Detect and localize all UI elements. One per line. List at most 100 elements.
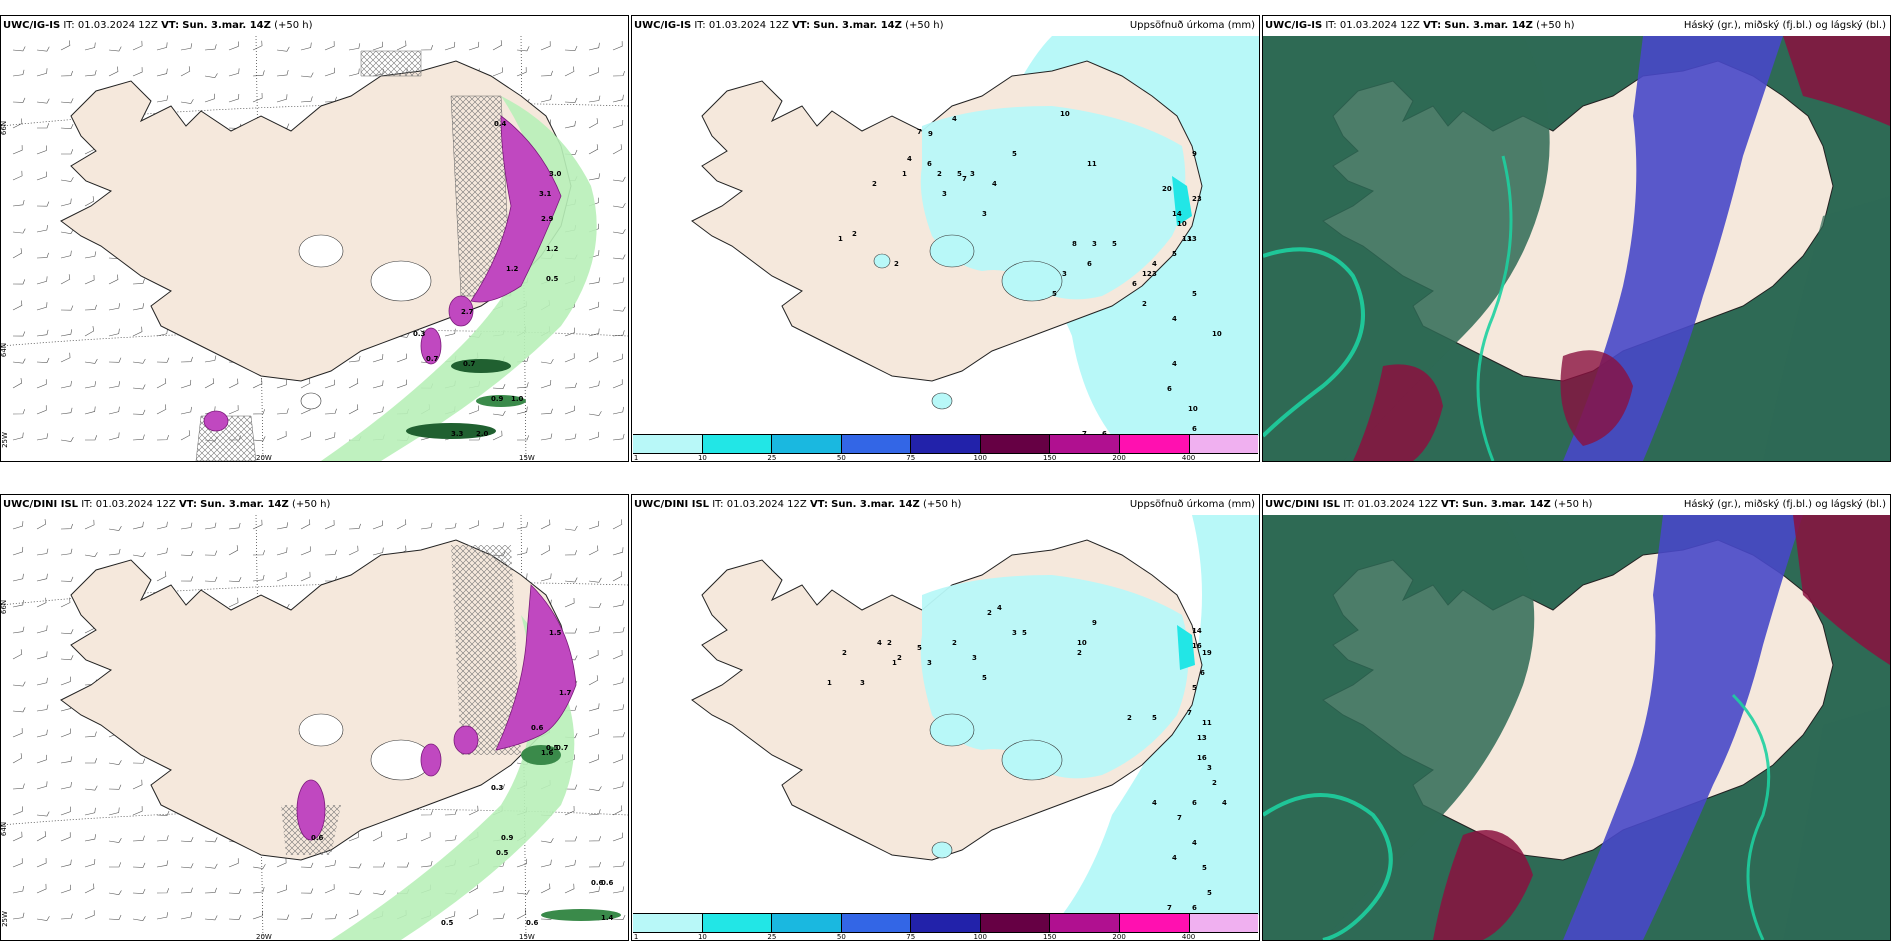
wind-barb xyxy=(540,41,551,51)
land-precip-area xyxy=(920,575,1189,779)
wind-barb xyxy=(204,378,215,389)
wind-barb xyxy=(612,519,623,530)
wind-barb xyxy=(12,409,26,415)
lat-label: 25W xyxy=(0,911,9,927)
teal-cloud-edge-2 xyxy=(1731,693,1771,940)
wind-barb xyxy=(588,861,601,868)
wind-barb xyxy=(564,883,575,894)
wind-barb xyxy=(372,406,384,415)
value-label: 4 xyxy=(1192,839,1197,847)
colorbar-swatches xyxy=(633,434,1259,454)
wind-barb xyxy=(588,411,602,416)
right-side-cloud xyxy=(1763,196,1890,461)
value-label: 23 xyxy=(1192,195,1202,203)
colorbar-labels: 1 10 25 50 75 100 150 200 400 xyxy=(633,454,1258,462)
wind-barb xyxy=(468,909,479,920)
snow-patches xyxy=(929,713,1063,859)
wind-barb xyxy=(300,42,312,51)
wind-barb xyxy=(612,94,624,103)
wind-barb xyxy=(300,96,313,103)
wind-barb xyxy=(252,864,266,869)
wind-barb xyxy=(612,203,626,208)
it-label: IT: xyxy=(712,499,724,510)
wind-barb xyxy=(36,625,48,634)
wind-barb xyxy=(12,145,23,155)
wind-barb xyxy=(204,863,218,869)
value-label: 5 xyxy=(1152,714,1157,722)
colorbar-swatch xyxy=(1189,435,1259,453)
wind-barb xyxy=(564,120,576,129)
wind-barb xyxy=(12,649,23,660)
value-label: 0.9 xyxy=(491,395,504,403)
wind-barb xyxy=(612,433,625,441)
lon-label: 15W xyxy=(519,933,535,941)
wind-barb xyxy=(132,888,146,894)
value-label: 1.2 xyxy=(506,265,519,273)
value-label: 7 xyxy=(1187,709,1192,717)
wind-barb xyxy=(132,278,145,285)
value-label: 3 xyxy=(970,170,975,178)
value-label: 2 xyxy=(1127,714,1132,722)
wind-barb xyxy=(588,626,601,634)
vt-label: VT: xyxy=(178,499,197,510)
ocean-precip-area xyxy=(1062,515,1259,915)
wind-barb xyxy=(36,252,49,259)
wind-barb xyxy=(36,405,47,415)
value-label: 3 xyxy=(1092,240,1097,248)
value-label: 2 xyxy=(937,170,942,178)
value-label: 10 xyxy=(1077,639,1087,647)
wind-barb xyxy=(516,858,528,868)
value-label: 6 xyxy=(1167,385,1172,393)
wind-barb xyxy=(108,406,120,415)
it-label: IT: xyxy=(1325,20,1337,31)
value-label: 7 xyxy=(1167,904,1172,912)
wind-barb xyxy=(444,809,457,816)
wind-barb xyxy=(492,522,505,530)
cloud-cover-map xyxy=(1263,515,1890,940)
wind-barb xyxy=(612,805,623,816)
wind-barb xyxy=(180,66,191,77)
graticule xyxy=(1,515,628,940)
value-label: 0.6 xyxy=(601,879,614,887)
wind-barb xyxy=(300,519,311,530)
wind-barb xyxy=(36,519,47,530)
colorbar-label: 100 xyxy=(973,454,987,462)
wind-barb xyxy=(204,576,218,582)
wind-barb xyxy=(588,836,602,842)
value-label: 4 xyxy=(997,604,1002,612)
wind-barb xyxy=(36,123,50,129)
lat-label: 66N xyxy=(0,599,9,615)
value-label: 0.6 xyxy=(311,834,324,842)
wind-barb xyxy=(180,912,192,920)
wind-barb xyxy=(276,547,288,556)
wind-barb xyxy=(516,521,528,530)
colorbar-label: 10 xyxy=(697,454,707,462)
panel-dini-wind-precip: UWC/DINI ISL IT: 01.03.2024 12Z VT: Sun.… xyxy=(0,494,629,941)
lat-label: 66N xyxy=(0,120,9,136)
value-label: 0.5 xyxy=(546,275,559,283)
panel-header: UWC/DINI ISL IT: 01.03.2024 12Z VT: Sun.… xyxy=(1,495,628,515)
model-name: UWC/DINI ISL xyxy=(1265,499,1341,510)
wind-barb xyxy=(12,118,23,129)
wind-barb xyxy=(108,890,122,896)
wind-barb xyxy=(12,378,23,389)
wind-barb xyxy=(540,94,552,103)
wind-barb xyxy=(516,46,530,52)
wind-barb xyxy=(492,783,505,790)
wind-barb xyxy=(132,409,146,415)
wind-barb xyxy=(156,888,170,894)
wind-barb xyxy=(84,910,95,920)
value-label: 0.5 xyxy=(441,919,454,927)
wind-barb xyxy=(108,914,122,920)
wind-barb xyxy=(60,70,73,77)
value-label: 6 xyxy=(1087,260,1092,268)
wind-barb xyxy=(180,522,193,530)
wind-barb xyxy=(84,274,95,285)
wind-barb xyxy=(12,626,25,634)
wind-barb xyxy=(612,914,626,920)
wind-barb xyxy=(588,703,600,712)
wind-barb xyxy=(612,353,623,363)
wind-barb xyxy=(132,806,143,816)
wind-barb xyxy=(276,884,287,894)
wind-barb xyxy=(132,434,145,441)
